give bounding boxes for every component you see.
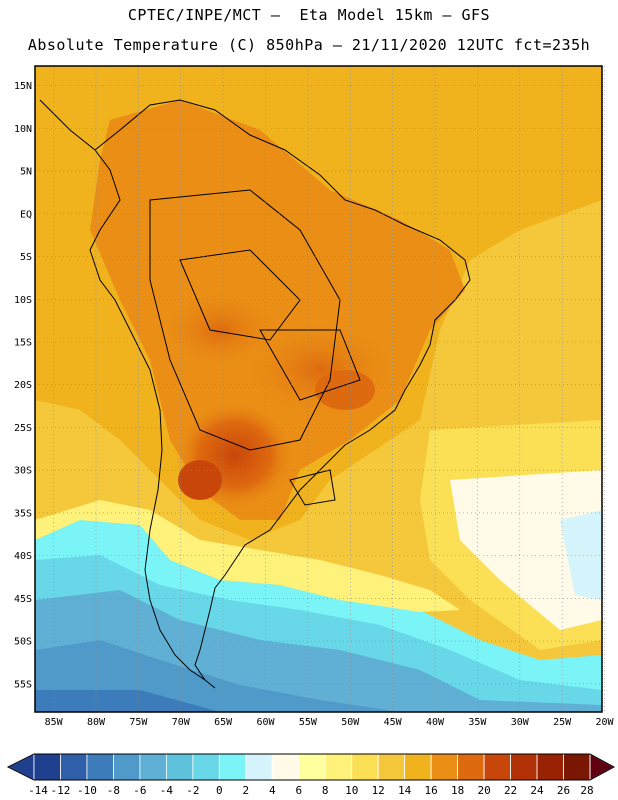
colorbar-tick-label: 26	[557, 784, 570, 797]
latitude-label: 30S	[14, 466, 32, 477]
colorbar-swatch	[483, 753, 511, 781]
colorbar-tick-label: 6	[295, 784, 302, 797]
longitude-label: 75W	[129, 717, 148, 728]
map-frame	[34, 65, 603, 713]
colorbar-tick-label: 8	[322, 784, 329, 797]
colorbar-swatch	[60, 753, 88, 781]
latitude-label: EQ	[20, 209, 32, 220]
colorbar-swatch	[563, 753, 591, 781]
colorbar-swatch	[218, 753, 247, 781]
colorbar-low-arrow	[6, 753, 35, 781]
longitude-label: 30W	[511, 717, 530, 728]
longitude-label: 55W	[299, 717, 318, 728]
longitude-label: 60W	[256, 717, 275, 728]
longitude-label: 65W	[214, 717, 233, 728]
colorbar-swatch	[271, 753, 300, 781]
latitude-label: 10N	[14, 124, 32, 135]
colorbar-tick-label: 0	[216, 784, 223, 797]
latitude-label: 55S	[14, 679, 32, 690]
colorbar-tick-label: 18	[451, 784, 464, 797]
colorbar-swatch	[377, 753, 406, 781]
latitude-label: 10S	[14, 295, 32, 306]
colorbar-swatch	[404, 753, 432, 781]
colorbar-tick-label: -12	[51, 784, 71, 797]
chart-title-line-1: CPTEC/INPE/MCT – Eta Model 15km – GFS	[127, 6, 491, 24]
colorbar-swatch	[33, 753, 61, 781]
chart-title-line-2: Absolute Temperature (C) 850hPa – 21/11/…	[27, 36, 591, 54]
longitude-label: 45W	[384, 717, 403, 728]
colorbar-tick-label: 2	[242, 784, 249, 797]
colorbar-swatch	[457, 753, 485, 781]
latitude-label: 25S	[14, 423, 32, 434]
longitude-label: 35W	[468, 717, 487, 728]
colorbar-tick-label: -10	[77, 784, 97, 797]
latitude-label: 20S	[14, 380, 32, 391]
latitude-label: 15S	[14, 338, 32, 349]
longitude-label: 80W	[87, 717, 106, 728]
colorbar-tick-label: -6	[133, 784, 146, 797]
colorbar-swatch	[298, 753, 326, 781]
colorbar-swatch	[86, 753, 114, 781]
longitude-label: 85W	[45, 717, 64, 728]
colorbar-tick-label: 4	[269, 784, 276, 797]
latitude-label: 50S	[14, 637, 32, 648]
longitude-label: 20W	[596, 717, 615, 728]
latitude-label: 35S	[14, 508, 32, 519]
colorbar-swatch	[165, 753, 194, 781]
colorbar-swatch	[510, 753, 538, 781]
colorbar-swatch	[139, 753, 167, 781]
colorbar-tick-label: -2	[186, 784, 199, 797]
colorbar-swatch	[192, 753, 220, 781]
colorbar-tick-label: -14	[28, 784, 48, 797]
longitude-label: 50W	[341, 717, 360, 728]
colorbar-swatch	[351, 753, 379, 781]
colorbar-tick-label: 20	[477, 784, 490, 797]
colorbar-swatch	[245, 753, 273, 781]
colorbar-tick-label: 12	[372, 784, 385, 797]
latitude-label: 5S	[20, 252, 32, 263]
colorbar-swatch	[324, 753, 353, 781]
latitude-label: 40S	[14, 551, 32, 562]
latitude-labels: 15N 10N 5N EQ 5S 10S 15S 20S 25S 30S 35S 40S 45S 50S 5…	[14, 81, 32, 690]
colorbar-tick-label: 22	[504, 784, 517, 797]
lat-lon-grid	[35, 66, 605, 712]
latitude-label: 45S	[14, 594, 32, 605]
latitude-label: 15N	[14, 81, 32, 92]
coastlines	[39, 99, 471, 689]
colorbar-outline	[6, 753, 616, 781]
colorbar-swatch	[536, 753, 564, 781]
colorbar-swatch	[430, 753, 459, 781]
colorbar-tick-label: 28	[580, 784, 593, 797]
longitude-label: 25W	[553, 717, 572, 728]
temperature-field	[35, 66, 602, 712]
colorbar-tick-label: 16	[425, 784, 438, 797]
colorbar-high-arrow	[589, 753, 616, 781]
latitude-label: 5N	[20, 167, 32, 178]
colorbar-tick-label: -4	[160, 784, 174, 797]
longitude-labels: 85W 80W 75W 70W 65W 60W 55W 50W 45W 40W 35W 30W 25W 2…	[45, 717, 615, 728]
colorbar-tick-label: 14	[398, 784, 412, 797]
longitude-label: 40W	[426, 717, 445, 728]
colorbar-tick-label: 10	[345, 784, 358, 797]
colorbar: -14 -12 -10 -8 -6 -4 -2 0 2 4 6 8 10 12 14 16 18 20 22 24 26…	[6, 753, 616, 797]
colorbar-tick-label: -8	[107, 784, 120, 797]
colorbar-tick-label: 24	[530, 784, 544, 797]
colorbar-swatch	[113, 753, 141, 781]
longitude-label: 70W	[172, 717, 191, 728]
